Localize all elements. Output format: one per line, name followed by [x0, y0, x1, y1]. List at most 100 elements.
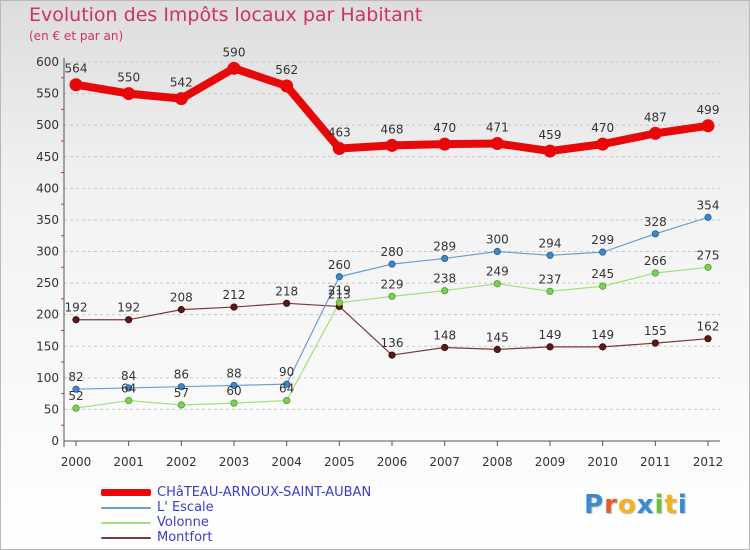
data-point-0	[332, 142, 346, 156]
x-tick-label: 2007	[429, 455, 460, 469]
y-tick-label: 500	[36, 118, 59, 132]
data-point-1	[441, 254, 449, 263]
data-point-1	[704, 213, 712, 221]
data-point-3	[651, 339, 659, 347]
logo-letter: i	[677, 490, 688, 520]
data-label-1: 88	[226, 366, 241, 380]
data-point-2	[230, 399, 238, 407]
data-point-0	[596, 137, 610, 151]
data-point-0	[122, 87, 136, 101]
data-point-0	[227, 61, 241, 75]
y-tick-label: 0	[51, 434, 59, 448]
y-tick-label: 400	[36, 181, 59, 195]
data-label-3: 136	[381, 336, 404, 350]
data-label-0: 590	[223, 45, 246, 59]
data-label-0: 468	[381, 122, 404, 136]
data-label-0: 470	[591, 121, 614, 135]
data-label-1: 300	[486, 233, 509, 247]
data-label-3: 148	[433, 329, 456, 343]
data-label-1: 328	[644, 215, 667, 229]
data-label-1: 299	[591, 233, 614, 247]
data-label-1: 289	[433, 239, 456, 253]
legend-label-volonne: Volonne	[157, 515, 209, 530]
y-tick-label: 150	[36, 339, 59, 353]
data-label-0: 470	[433, 121, 456, 135]
data-label-3: 212	[223, 288, 246, 302]
x-tick-label: 2000	[61, 455, 92, 469]
data-point-1	[388, 260, 396, 268]
data-label-0: 550	[117, 71, 140, 85]
data-label-3: 218	[275, 284, 298, 298]
data-label-2: 266	[644, 254, 667, 268]
data-label-1: 260	[328, 258, 351, 272]
data-point-3	[441, 343, 449, 352]
data-point-2	[72, 404, 80, 412]
data-label-0: 564	[65, 62, 88, 76]
data-point-0	[174, 92, 188, 106]
legend-item-montfort: Montfort	[101, 530, 371, 545]
y-tick-label: 300	[36, 245, 59, 259]
data-label-1: 354	[697, 198, 720, 212]
legend-label-escale: L' Escale	[157, 500, 214, 515]
legend-item-escale: L' Escale	[101, 500, 371, 515]
chart-legend: CHâTEAU-ARNOUX-SAINT-AUBAN L' Escale Vol…	[101, 485, 371, 545]
data-label-1: 86	[174, 368, 189, 382]
data-point-1	[493, 247, 501, 256]
data-label-2: 238	[433, 272, 456, 286]
y-tick-label: 100	[36, 371, 59, 385]
data-label-3: 192	[65, 301, 88, 315]
data-label-0: 562	[275, 63, 298, 77]
data-label-1: 84	[121, 369, 136, 383]
data-point-1	[230, 381, 238, 390]
data-point-0	[69, 78, 83, 92]
proxiti-logo: Proxiti	[584, 490, 688, 520]
data-label-0: 542	[170, 76, 193, 90]
chart-subtitle: (en € et par an)	[29, 29, 124, 43]
x-tick-label: 2006	[377, 455, 408, 469]
data-point-0	[543, 144, 557, 158]
logo-letter: r	[604, 490, 618, 520]
data-point-1	[283, 380, 291, 388]
x-tick-label: 2002	[166, 455, 197, 469]
data-label-2: 219	[328, 284, 351, 298]
data-point-2	[335, 299, 343, 307]
logo-letter: o	[617, 490, 637, 520]
x-tick-label: 2011	[640, 455, 671, 469]
data-label-0: 463	[328, 126, 351, 140]
data-label-0: 471	[486, 120, 509, 134]
data-point-3	[388, 351, 396, 359]
legend-label-chateau: CHâTEAU-ARNOUX-SAINT-AUBAN	[157, 485, 372, 500]
data-point-1	[651, 230, 659, 238]
data-label-2: 229	[381, 277, 404, 291]
y-tick-label: 450	[36, 150, 59, 164]
data-label-3: 149	[539, 328, 562, 342]
data-label-3: 192	[117, 301, 140, 315]
y-tick-label: 350	[36, 213, 59, 227]
x-tick-label: 2009	[535, 455, 566, 469]
y-tick-label: 50	[44, 402, 59, 416]
data-point-0	[648, 126, 662, 140]
data-label-3: 208	[170, 291, 193, 305]
legend-label-montfort: Montfort	[157, 530, 213, 545]
data-label-2: 64	[121, 382, 136, 396]
logo-letter: i	[654, 490, 665, 520]
data-label-3: 213	[328, 287, 351, 301]
data-point-3	[599, 343, 607, 351]
data-point-3	[72, 316, 80, 324]
data-point-3	[704, 335, 712, 343]
legend-swatch-montfort	[101, 536, 151, 539]
data-point-0	[385, 138, 399, 152]
logo-letter: t	[664, 490, 678, 520]
data-point-2	[651, 269, 659, 277]
legend-swatch-chateau	[101, 489, 151, 496]
data-point-3	[125, 316, 133, 324]
data-label-2: 57	[174, 386, 189, 400]
data-label-3: 145	[486, 330, 509, 344]
data-label-0: 459	[539, 128, 562, 142]
x-tick-label: 2004	[271, 455, 302, 469]
data-label-1: 90	[279, 365, 294, 379]
data-point-2	[546, 287, 554, 295]
data-point-1	[546, 251, 554, 259]
